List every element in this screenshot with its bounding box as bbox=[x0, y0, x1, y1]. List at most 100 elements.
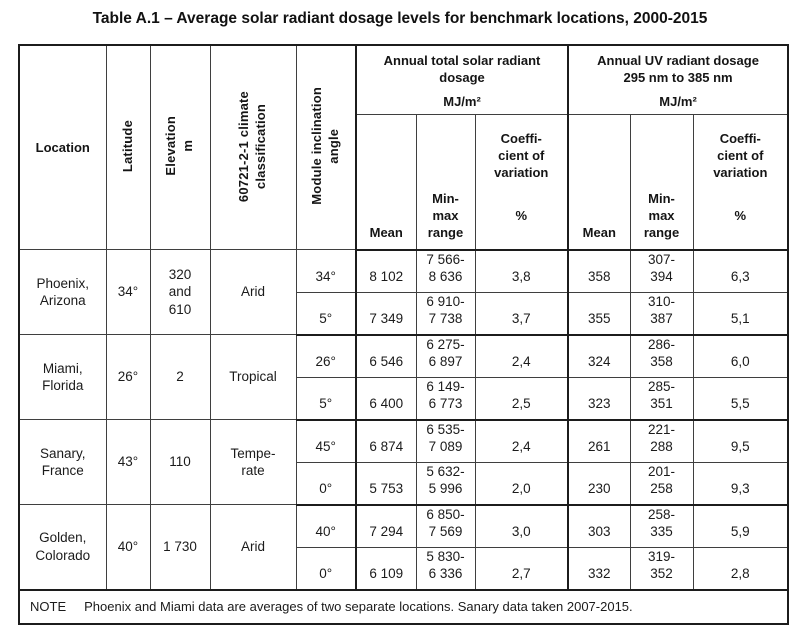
cell-uv-range: 307- 394 bbox=[629, 249, 694, 293]
cell-angle: 5° bbox=[295, 376, 357, 421]
header-cov-uv-label: Coeffi- cient of variation bbox=[713, 131, 768, 181]
note-cell: NOTE Phoenix and Miami data are averages … bbox=[18, 588, 789, 625]
cell-total-cov: 3,8 bbox=[474, 249, 569, 293]
cell-total-mean: 8 102 bbox=[355, 249, 417, 293]
header-cov-uv: Coeffi- cient of variation % bbox=[692, 113, 789, 251]
cell-total-cov: 2,4 bbox=[474, 419, 569, 463]
cell-total-range: 5 830- 6 336 bbox=[415, 546, 476, 591]
cell-elevation: 2 bbox=[149, 334, 211, 421]
cell-climate: Tempe- rate bbox=[209, 419, 297, 506]
cell-total-mean: 6 874 bbox=[355, 419, 417, 463]
header-group-uv-unit: MJ/m² bbox=[659, 93, 697, 109]
note-row: NOTE Phoenix and Miami data are averages … bbox=[18, 588, 789, 625]
cell-total-cov: 3,7 bbox=[474, 291, 569, 336]
cell-total-range: 6 910- 7 738 bbox=[415, 291, 476, 336]
cell-uv-range: 201- 258 bbox=[629, 461, 694, 506]
cell-angle: 34° bbox=[295, 249, 357, 293]
note-label: NOTE bbox=[30, 599, 67, 615]
header-climate: 60721-2-1 climate classification bbox=[209, 44, 297, 251]
cell-uv-range: 286- 358 bbox=[629, 334, 694, 378]
cell-uv-cov: 6,0 bbox=[692, 334, 789, 378]
header-latitude-label: Latitude bbox=[119, 120, 135, 173]
cell-total-range: 7 566- 8 636 bbox=[415, 249, 476, 293]
cell-total-mean: 6 400 bbox=[355, 376, 417, 421]
cell-total-range: 6 535- 7 089 bbox=[415, 419, 476, 463]
cell-location: Golden, Colorado bbox=[18, 504, 107, 591]
header-cov-uv-unit: % bbox=[734, 207, 747, 223]
cell-climate: Arid bbox=[209, 504, 297, 591]
header-mean-uv: Mean bbox=[567, 113, 631, 251]
cell-total-range: 6 149- 6 773 bbox=[415, 376, 476, 421]
cell-uv-mean: 355 bbox=[567, 291, 631, 336]
cell-total-mean: 5 753 bbox=[355, 461, 417, 506]
cell-total-mean: 7 349 bbox=[355, 291, 417, 336]
cell-uv-range: 310- 387 bbox=[629, 291, 694, 336]
cell-location: Phoenix, Arizona bbox=[18, 249, 107, 336]
cell-angle: 40° bbox=[295, 504, 357, 548]
header-climate-label: 60721-2-1 climate classification bbox=[236, 90, 268, 202]
cell-uv-mean: 323 bbox=[567, 376, 631, 421]
header-cov-total: Coeffi- cient of variation % bbox=[474, 113, 569, 251]
header-minmax-total: Min- max range bbox=[415, 113, 476, 251]
header-group-total-title: Annual total solar radiant dosage bbox=[383, 53, 541, 85]
cell-uv-mean: 230 bbox=[567, 461, 631, 506]
cell-total-mean: 6 109 bbox=[355, 546, 417, 591]
cell-elevation: 320 and 610 bbox=[149, 249, 211, 336]
solar-dosage-table: Location Latitude Elevation m 60721-2-1 … bbox=[18, 44, 790, 625]
cell-total-range: 6 275- 6 897 bbox=[415, 334, 476, 378]
header-cov-total-unit: % bbox=[515, 207, 528, 223]
header-group-total: Annual total solar radiant dosage MJ/m² bbox=[354, 44, 569, 115]
cell-uv-mean: 332 bbox=[567, 546, 631, 591]
cell-climate: Tropical bbox=[209, 334, 297, 421]
cell-location: Sanary, France bbox=[18, 419, 107, 506]
cell-uv-range: 221- 288 bbox=[629, 419, 694, 463]
cell-angle: 26° bbox=[295, 334, 357, 378]
cell-angle: 0° bbox=[295, 546, 357, 591]
cell-total-range: 6 850- 7 569 bbox=[415, 504, 476, 548]
cell-uv-range: 285- 351 bbox=[629, 376, 694, 421]
cell-latitude: 34° bbox=[105, 249, 151, 336]
cell-total-mean: 7 294 bbox=[355, 504, 417, 548]
cell-uv-cov: 5,9 bbox=[692, 504, 789, 548]
header-inclination: Module inclination angle bbox=[295, 44, 357, 251]
cell-uv-cov: 9,3 bbox=[692, 461, 789, 506]
cell-uv-mean: 358 bbox=[567, 249, 631, 293]
cell-uv-cov: 6,3 bbox=[692, 249, 789, 293]
cell-uv-range: 258- 335 bbox=[629, 504, 694, 548]
cell-angle: 45° bbox=[295, 419, 357, 463]
cell-elevation: 1 730 bbox=[149, 504, 211, 591]
cell-total-cov: 2,4 bbox=[474, 334, 569, 378]
cell-total-cov: 3,0 bbox=[474, 504, 569, 548]
header-mean-total: Mean bbox=[355, 113, 417, 251]
header-inclination-label: Module inclination angle bbox=[308, 87, 341, 205]
header-group-uv-title: Annual UV radiant dosage 295 nm to 385 n… bbox=[597, 53, 759, 85]
header-cov-total-label: Coeffi- cient of variation bbox=[494, 131, 549, 181]
cell-elevation: 110 bbox=[149, 419, 211, 506]
cell-angle: 5° bbox=[295, 291, 357, 336]
cell-total-cov: 2,0 bbox=[474, 461, 569, 506]
table-title: Table A.1 – Average solar radiant dosage… bbox=[92, 10, 708, 27]
cell-climate: Arid bbox=[209, 249, 297, 336]
cell-total-cov: 2,7 bbox=[474, 546, 569, 591]
cell-latitude: 40° bbox=[105, 504, 151, 591]
header-location: Location bbox=[18, 44, 107, 251]
cell-location: Miami, Florida bbox=[18, 334, 107, 421]
cell-total-range: 5 632- 5 996 bbox=[415, 461, 476, 506]
cell-angle: 0° bbox=[295, 461, 357, 506]
cell-uv-cov: 5,1 bbox=[692, 291, 789, 336]
note-text: Phoenix and Miami data are averages of t… bbox=[84, 599, 633, 615]
header-latitude: Latitude bbox=[105, 44, 151, 251]
header-minmax-uv: Min- max range bbox=[629, 113, 694, 251]
header-group-total-unit: MJ/m² bbox=[443, 93, 481, 109]
cell-uv-mean: 324 bbox=[567, 334, 631, 378]
cell-latitude: 43° bbox=[105, 419, 151, 506]
cell-latitude: 26° bbox=[105, 334, 151, 421]
cell-uv-mean: 261 bbox=[567, 419, 631, 463]
cell-total-cov: 2,5 bbox=[474, 376, 569, 421]
cell-uv-cov: 2,8 bbox=[692, 546, 789, 591]
cell-uv-mean: 303 bbox=[567, 504, 631, 548]
header-group-uv: Annual UV radiant dosage 295 nm to 385 n… bbox=[567, 44, 789, 115]
header-elevation-label: Elevation m bbox=[163, 116, 195, 176]
cell-uv-range: 319- 352 bbox=[629, 546, 694, 591]
cell-total-mean: 6 546 bbox=[355, 334, 417, 378]
